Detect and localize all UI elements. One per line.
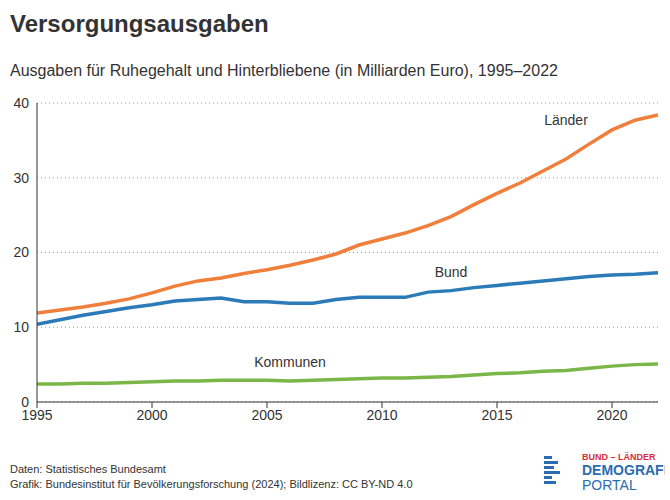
html-text:Versorgungsausgaben: Versorgungsausgaben — [10, 10, 269, 37]
svg-text:2020: 2020 — [596, 407, 627, 423]
html-text:Grafik: Bundesinstitut für Bev: Grafik: Bundesinstitut für Bevölkerungsf… — [10, 478, 413, 490]
svg-text:30: 30 — [13, 170, 29, 186]
svg-text:PORTAL: PORTAL — [582, 477, 637, 493]
svg-text:1995: 1995 — [21, 406, 53, 423]
svg-text:Kommunen: Kommunen — [254, 354, 326, 370]
svg-text:2010: 2010 — [366, 407, 397, 423]
svg-text:BUND – LÄNDER: BUND – LÄNDER — [582, 452, 656, 462]
svg-text:10: 10 — [13, 319, 29, 335]
svg-text:Länder: Länder — [544, 112, 588, 128]
svg-text:2000: 2000 — [136, 407, 167, 423]
svg-text:2005: 2005 — [251, 407, 282, 423]
svg-text:2015: 2015 — [481, 407, 512, 423]
svg-text:DEMOGRAFIE: DEMOGRAFIE — [582, 462, 662, 478]
svg-text:Bund: Bund — [435, 264, 468, 280]
html-text:Ausgaben für Ruhegehalt und Hi: Ausgaben für Ruhegehalt und Hinterbliebe… — [10, 62, 558, 79]
svg-text:40: 40 — [13, 95, 29, 111]
svg-text:20: 20 — [13, 244, 29, 260]
html-text:Daten: Statistisches Bundesamt: Daten: Statistisches Bundesamt — [10, 463, 166, 475]
svg-text:0: 0 — [21, 394, 29, 410]
